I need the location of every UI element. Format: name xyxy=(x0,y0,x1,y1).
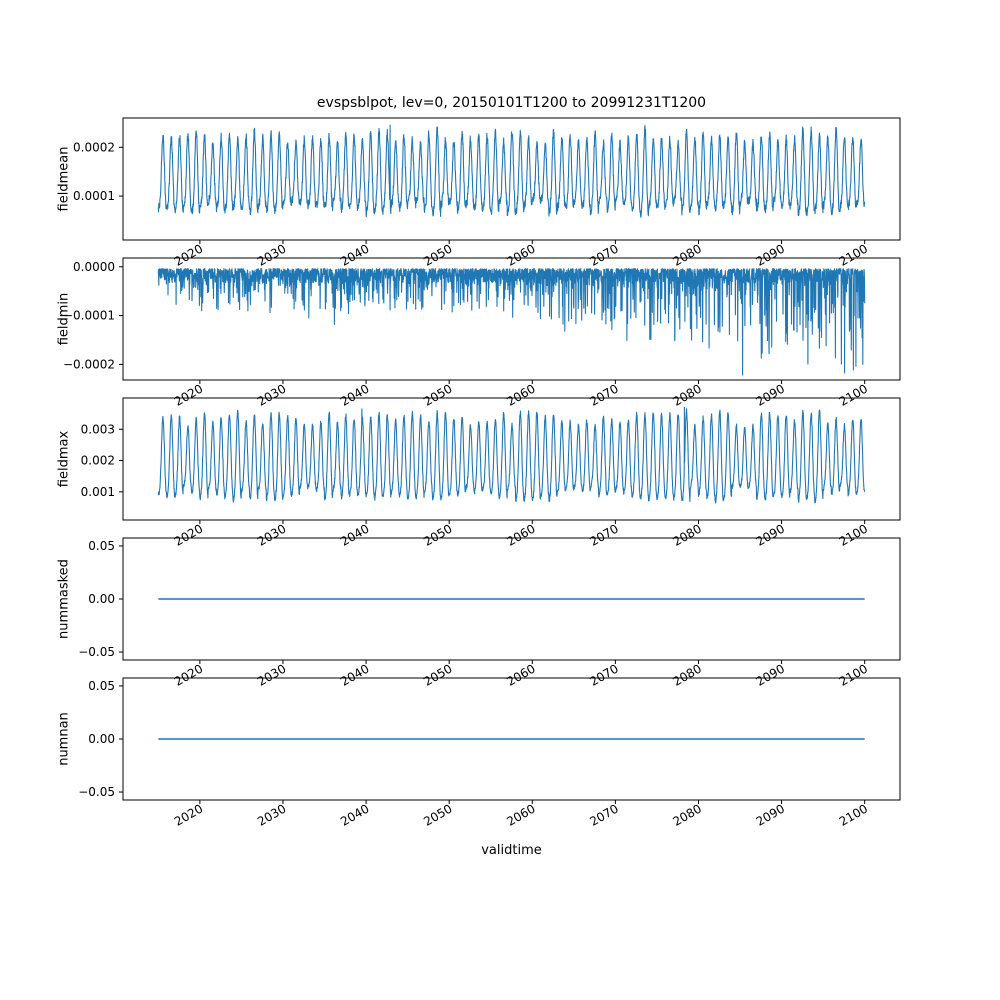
chart-title: evspsblpot, lev=0, 20150101T1200 to 2099… xyxy=(316,95,707,111)
x-tick-label: 2030 xyxy=(255,241,288,268)
axes-frame xyxy=(122,397,901,521)
x-tick-label: 2060 xyxy=(504,241,537,268)
x-tick-label: 2090 xyxy=(754,381,787,408)
y-tick-label: 0.002 xyxy=(81,454,115,468)
x-tick-label: 2100 xyxy=(837,381,870,408)
x-tick-label: 2100 xyxy=(837,521,870,548)
y-tick-label: 0.0000 xyxy=(73,260,115,274)
x-tick-label: 2030 xyxy=(255,521,288,548)
x-tick-label: 2020 xyxy=(172,521,205,548)
x-tick-label: 2050 xyxy=(421,241,454,268)
x-tick-label: 2080 xyxy=(671,801,704,828)
y-tick-label: 0.00 xyxy=(88,732,115,746)
y-tick-label: 0.0001 xyxy=(73,189,115,203)
y-tick-label: −0.05 xyxy=(78,645,115,659)
x-tick-label: 2060 xyxy=(504,521,537,548)
x-tick-label: 2070 xyxy=(587,521,620,548)
x-tick-label: 2100 xyxy=(837,241,870,268)
x-tick-label: 2050 xyxy=(421,661,454,688)
subplot-fieldmax: 0.003 0.002 0.001 xyxy=(81,397,901,524)
subplot-numnan: 0.05 0.00 −0.05 xyxy=(78,677,901,804)
x-tick-label: 2020 xyxy=(172,241,205,268)
x-tick-label: 2060 xyxy=(504,801,537,828)
x-tick-label: 2100 xyxy=(837,661,870,688)
x-tick-label: 2050 xyxy=(421,381,454,408)
x-tick-label: 2040 xyxy=(338,661,371,688)
y-tick-label: 0.00 xyxy=(88,592,115,606)
x-tick-label: 2070 xyxy=(587,241,620,268)
subplot-fieldmean: 0.0002 0.0001 xyxy=(73,117,901,244)
x-tick-label: 2040 xyxy=(338,241,371,268)
x-tick-label: 2090 xyxy=(754,801,787,828)
y-tick-label: 0.0002 xyxy=(73,140,115,154)
x-tick-label: 2020 xyxy=(172,661,205,688)
x-tick-label: 2090 xyxy=(754,661,787,688)
x-tick-label: 2090 xyxy=(754,521,787,548)
series-fieldmean xyxy=(157,124,866,218)
x-axis-label: validtime xyxy=(481,843,542,858)
x-tick-label: 2040 xyxy=(338,801,371,828)
axes-frame xyxy=(122,117,901,241)
y-tick-label: −0.0002 xyxy=(63,357,115,371)
subplot-nummasked: 0.05 0.00 −0.05 xyxy=(78,537,901,664)
x-tick-label: 2020 xyxy=(172,381,205,408)
x-tick-label: 2040 xyxy=(338,381,371,408)
y-tick-label: 0.05 xyxy=(88,539,115,553)
series-fieldmin xyxy=(157,268,866,376)
series-fieldmax xyxy=(157,406,866,504)
x-tick-label: 2030 xyxy=(255,381,288,408)
x-tick-label: 2080 xyxy=(671,241,704,268)
y-tick-label: −0.0001 xyxy=(63,309,115,323)
y-tick-label: 0.001 xyxy=(81,485,115,499)
x-tick-label: 2040 xyxy=(338,521,371,548)
x-tick-label: 2030 xyxy=(255,661,288,688)
x-tick-label: 2080 xyxy=(671,381,704,408)
x-tick-label: 2080 xyxy=(671,661,704,688)
x-tick-label: 2100 xyxy=(837,801,870,828)
x-tick-label: 2030 xyxy=(255,801,288,828)
x-tick-label: 2070 xyxy=(587,661,620,688)
subplot-fieldmin: 0.0000 −0.0001 −0.0002 xyxy=(63,257,901,384)
x-tick-label: 2070 xyxy=(587,381,620,408)
x-tick-label: 2090 xyxy=(754,241,787,268)
x-tick-label: 2060 xyxy=(504,661,537,688)
x-tick-label: 2020 xyxy=(172,801,205,828)
y-tick-label: 0.003 xyxy=(81,422,115,436)
x-tick-label: 2050 xyxy=(421,521,454,548)
x-tick-label: 2080 xyxy=(671,521,704,548)
x-tick-label: 2070 xyxy=(587,801,620,828)
y-tick-label: 0.05 xyxy=(88,679,115,693)
y-tick-label: −0.05 xyxy=(78,785,115,799)
axes-frame xyxy=(122,257,901,381)
x-tick-label: 2060 xyxy=(504,381,537,408)
x-tick-label: 2050 xyxy=(421,801,454,828)
